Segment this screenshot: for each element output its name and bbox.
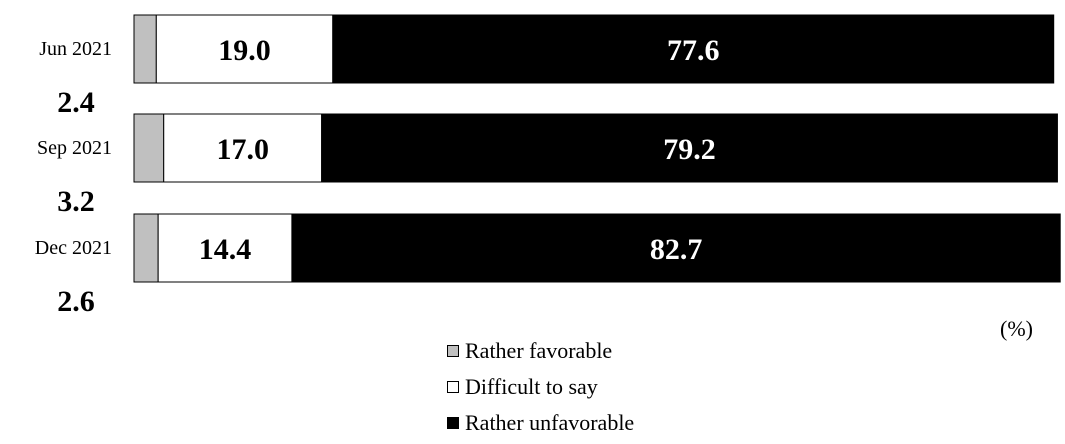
legend-swatch-rather-unfavorable bbox=[447, 417, 459, 429]
value-label-rather-unfavorable-dec-2021: 82.7 bbox=[650, 233, 703, 266]
bar-difficult-to-say-dec-2021 bbox=[157, 213, 293, 283]
legend-label-rather-unfavorable: Rather unfavorable bbox=[465, 410, 635, 435]
value-label-difficult-to-say-sep-2021: 17.0 bbox=[216, 133, 269, 166]
value-label-rather-unfavorable-sep-2021: 79.2 bbox=[663, 133, 716, 166]
bar-rather-unfavorable-jun-2021 bbox=[332, 14, 1055, 84]
legend-swatch-difficult-to-say bbox=[447, 381, 459, 393]
legend-item-rather-favorable: Rather favorable bbox=[447, 333, 634, 369]
category-label-dec-2021: Dec 2021 bbox=[35, 237, 112, 259]
bar-rather-favorable-jun-2021 bbox=[133, 14, 157, 84]
bar-rather-favorable-sep-2021 bbox=[133, 113, 165, 183]
bar-rather-unfavorable-sep-2021 bbox=[321, 113, 1058, 183]
bar-difficult-to-say-sep-2021 bbox=[163, 113, 323, 183]
value-label-rather-favorable-dec-2021: 2.6 bbox=[57, 285, 95, 318]
value-label-rather-favorable-jun-2021: 2.4 bbox=[57, 86, 95, 119]
value-label-difficult-to-say-dec-2021: 14.4 bbox=[199, 233, 252, 266]
value-label-difficult-to-say-jun-2021: 19.0 bbox=[218, 34, 271, 67]
bar-rather-unfavorable-dec-2021 bbox=[291, 213, 1061, 283]
legend-label-rather-favorable: Rather favorable bbox=[465, 338, 613, 363]
category-label-sep-2021: Sep 2021 bbox=[37, 137, 112, 159]
unit-label: (%) bbox=[1000, 316, 1033, 341]
value-label-rather-unfavorable-jun-2021: 77.6 bbox=[667, 34, 720, 67]
value-label-rather-favorable-sep-2021: 3.2 bbox=[57, 185, 95, 218]
legend-swatch-rather-favorable bbox=[447, 345, 459, 357]
legend-item-rather-unfavorable: Rather unfavorable bbox=[447, 405, 634, 441]
legend-item-difficult-to-say: Difficult to say bbox=[447, 369, 634, 405]
legend: Rather favorable Difficult to say Rather… bbox=[447, 333, 634, 441]
category-label-jun-2021: Jun 2021 bbox=[39, 38, 112, 60]
legend-label-difficult-to-say: Difficult to say bbox=[465, 374, 598, 399]
bar-rather-favorable-dec-2021 bbox=[133, 213, 159, 283]
